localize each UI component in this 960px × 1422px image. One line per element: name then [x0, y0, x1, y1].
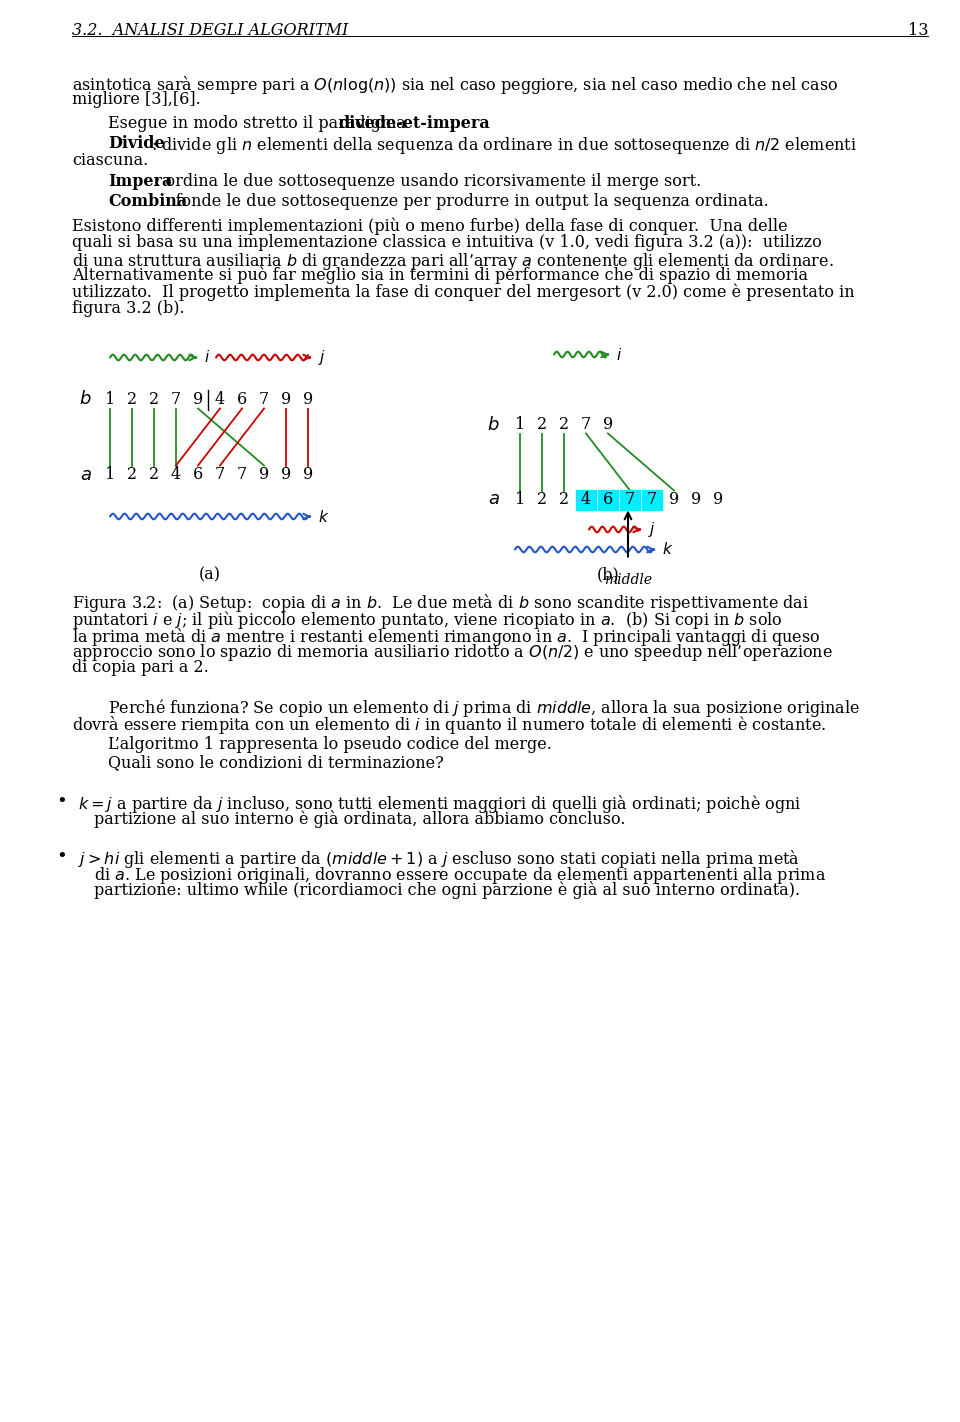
Text: di $a$. Le posizioni originali, dovranno essere occupate da elementi appartenent: di $a$. Le posizioni originali, dovranno…: [94, 865, 826, 886]
Text: $j > hi$ gli elementi a partire da $(middle+1)$ a $j$ escluso sono stati copiati: $j > hi$ gli elementi a partire da $(mid…: [78, 848, 800, 870]
Text: Combina: Combina: [108, 193, 187, 210]
Text: 7: 7: [647, 491, 658, 508]
Text: 9: 9: [302, 391, 313, 408]
Text: (b): (b): [596, 566, 619, 583]
Text: asintotica sarà sempre pari a $O(n\log(n))$ sia nel caso peggiore, sia nel caso : asintotica sarà sempre pari a $O(n\log(n…: [72, 74, 838, 97]
Text: 4: 4: [581, 491, 591, 508]
Text: figura 3.2 (b).: figura 3.2 (b).: [72, 300, 184, 317]
Text: : ordina le due sottosequenze usando ricorsivamente il merge sort.: : ordina le due sottosequenze usando ric…: [155, 172, 701, 189]
Text: 9: 9: [281, 466, 291, 483]
Text: $i$: $i$: [616, 347, 622, 363]
Text: 7: 7: [171, 391, 181, 408]
Bar: [620, 489, 640, 509]
Text: 9: 9: [669, 491, 679, 508]
Text: 1: 1: [515, 417, 525, 434]
Text: divede-et-impera: divede-et-impera: [338, 115, 490, 132]
Bar: [576, 489, 596, 509]
Text: 2: 2: [127, 391, 137, 408]
Text: 13: 13: [907, 21, 928, 38]
Text: •: •: [57, 793, 67, 811]
Text: 2: 2: [559, 491, 569, 508]
Text: di copia pari a 2.: di copia pari a 2.: [72, 658, 208, 675]
Text: $a$: $a$: [80, 465, 92, 483]
Text: 6: 6: [237, 391, 247, 408]
Text: middle: middle: [604, 573, 652, 587]
Text: 2: 2: [537, 417, 547, 434]
Text: $j$: $j$: [648, 520, 656, 539]
Text: Esegue in modo stretto il paradigma: Esegue in modo stretto il paradigma: [108, 115, 411, 132]
Text: Esistono differenti implementazioni (più o meno furbe) della fase di conquer.  U: Esistono differenti implementazioni (più…: [72, 218, 787, 235]
Text: 9: 9: [691, 491, 701, 508]
Text: 1: 1: [515, 491, 525, 508]
Text: $k$: $k$: [318, 509, 329, 525]
Text: Perché funziona? Se copio un elemento di $j$ prima di $middle$, allora la sua po: Perché funziona? Se copio un elemento di…: [108, 697, 860, 720]
Text: •: •: [57, 848, 67, 866]
Text: la prima metà di $a$ mentre i restanti elementi rimangono in $a$.  I principali : la prima metà di $a$ mentre i restanti e…: [72, 626, 821, 647]
Text: utilizzato.  Il progetto implementa la fase di conquer del mergesort (v 2.0) com: utilizzato. Il progetto implementa la fa…: [72, 283, 854, 301]
Text: $a$: $a$: [488, 491, 500, 509]
Text: 9: 9: [281, 391, 291, 408]
Text: 7: 7: [259, 391, 269, 408]
Text: (a): (a): [199, 566, 221, 583]
Text: 7: 7: [215, 466, 226, 483]
Text: 7: 7: [237, 466, 247, 483]
Text: partizione al suo interno è già ordinata, allora abbiamo concluso.: partizione al suo interno è già ordinata…: [94, 809, 626, 828]
Text: 4: 4: [215, 391, 225, 408]
Text: 9: 9: [302, 466, 313, 483]
Text: $i$: $i$: [204, 350, 210, 365]
Text: 9: 9: [193, 391, 204, 408]
Text: 4: 4: [171, 466, 181, 483]
Text: migliore [3],[6].: migliore [3],[6].: [72, 91, 201, 108]
Text: Quali sono le condizioni di terminazione?: Quali sono le condizioni di terminazione…: [108, 755, 444, 772]
Text: 2: 2: [149, 391, 159, 408]
Text: partizione: ultimo while (ricordiamoci che ogni parzione è già al suo interno or: partizione: ultimo while (ricordiamoci c…: [94, 882, 800, 899]
Text: approccio sono lo spazio di memoria ausiliario ridotto a $O(n/2)$ e uno speedup : approccio sono lo spazio di memoria ausi…: [72, 641, 832, 663]
Text: 2: 2: [149, 466, 159, 483]
Text: 7: 7: [625, 491, 636, 508]
Text: $j$: $j$: [318, 348, 326, 367]
Text: dovrà essere riempita con un elemento di $i$ in quanto il numero totale di eleme: dovrà essere riempita con un elemento di…: [72, 714, 827, 735]
Text: 3.2.  ANALISI DEGLI ALGORITMI: 3.2. ANALISI DEGLI ALGORITMI: [72, 21, 348, 38]
Text: 9: 9: [259, 466, 269, 483]
Text: 2: 2: [537, 491, 547, 508]
Text: 6: 6: [193, 466, 204, 483]
Text: 2: 2: [127, 466, 137, 483]
Text: 7: 7: [581, 417, 591, 434]
Text: Divide: Divide: [108, 135, 164, 152]
Text: $k$: $k$: [662, 542, 673, 557]
Text: Impera: Impera: [108, 172, 173, 189]
Text: Alternativamente si può far meglio sia in termini di performance che di spazio d: Alternativamente si può far meglio sia i…: [72, 267, 808, 284]
Text: 1: 1: [105, 466, 115, 483]
Text: $k = j$ a partire da $j$ incluso, sono tutti elementi maggiori di quelli già ord: $k = j$ a partire da $j$ incluso, sono t…: [78, 793, 802, 815]
Text: : divide gli $n$ elementi della sequenza da ordinare in due sottosequenze di $n/: : divide gli $n$ elementi della sequenza…: [151, 135, 857, 156]
Text: 1: 1: [105, 391, 115, 408]
Bar: [642, 489, 662, 509]
Text: :: :: [448, 115, 453, 132]
Text: 9: 9: [603, 417, 613, 434]
Text: 9: 9: [713, 491, 723, 508]
Text: ciascuna.: ciascuna.: [72, 152, 148, 169]
Text: Figura 3.2:  (a) Setup:  copia di $a$ in $b$.  Le due metà di $b$ sono scandite : Figura 3.2: (a) Setup: copia di $a$ in $…: [72, 593, 809, 614]
Text: L’algoritmo 1 rappresenta lo pseudo codice del merge.: L’algoritmo 1 rappresenta lo pseudo codi…: [108, 737, 552, 754]
Text: di una struttura ausiliaria $b$ di grandezza pari all’array $a$ contenente gli e: di una struttura ausiliaria $b$ di grand…: [72, 250, 833, 272]
Text: $b$: $b$: [488, 415, 500, 434]
Text: $b$: $b$: [80, 391, 92, 408]
Bar: [598, 489, 618, 509]
Text: 2: 2: [559, 417, 569, 434]
Text: puntatori $i$ e $j$; il più piccolo elemento puntato, viene ricopiato in $a$.  (: puntatori $i$ e $j$; il più piccolo elem…: [72, 609, 782, 631]
Text: : fonde le due sottosequenze per produrre in output la sequenza ordinata.: : fonde le due sottosequenze per produrr…: [165, 193, 769, 210]
Text: quali si basa su una implementazione classica e intuitiva (v 1.0, vedi figura 3.: quali si basa su una implementazione cla…: [72, 235, 822, 252]
Text: 6: 6: [603, 491, 613, 508]
